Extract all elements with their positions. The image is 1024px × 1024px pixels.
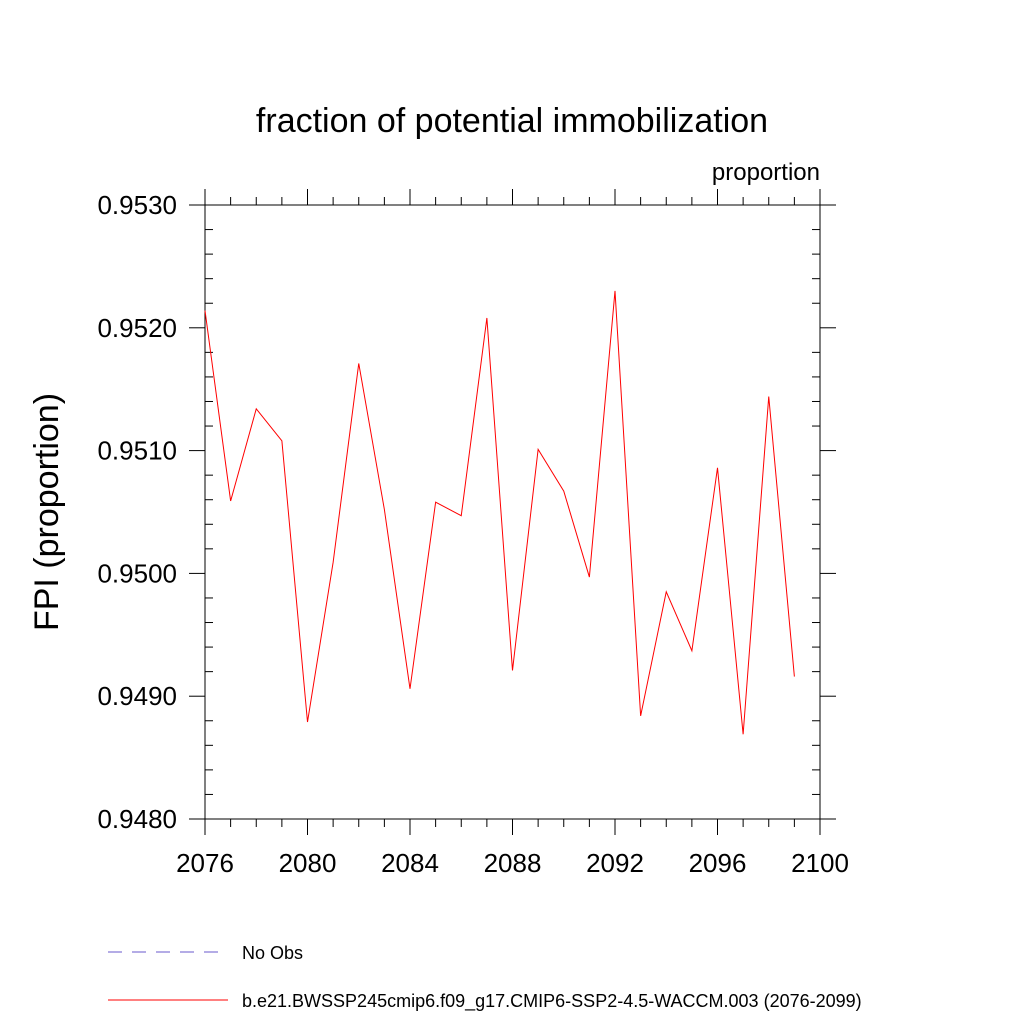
plot-frame xyxy=(204,204,821,820)
y-tick-label: 0.9500 xyxy=(97,558,177,588)
x-tick-label: 2096 xyxy=(689,848,747,878)
y-tick-label: 0.9530 xyxy=(97,190,177,220)
x-tick-label: 2084 xyxy=(381,848,439,878)
x-tick-label: 2092 xyxy=(586,848,644,878)
y-tick-label: 0.9520 xyxy=(97,313,177,343)
legend-label: No Obs xyxy=(242,943,303,963)
axis-ticks: 2076 2080 2084 2088 2092 2096 2100 0.9480 0.9490… xyxy=(97,189,849,878)
x-tick-label: 2076 xyxy=(176,848,234,878)
legend: No Obs b.e21.BWSSP245cmip6.f09_g17.CMIP6-… xyxy=(108,943,862,1012)
legend-label: b.e21.BWSSP245cmip6.f09_g17.CMIP6-SSP2-4… xyxy=(242,991,862,1012)
y-tick-label: 0.9480 xyxy=(97,804,177,834)
y-tick-label: 0.9510 xyxy=(97,436,177,466)
x-tick-label: 2088 xyxy=(484,848,542,878)
series-layer xyxy=(204,290,795,735)
series-line xyxy=(204,290,795,735)
units-label: proportion xyxy=(712,159,820,186)
x-tick-label: 2080 xyxy=(279,848,337,878)
x-tick-label: 2100 xyxy=(791,848,849,878)
chart-title: fraction of potential immobilization xyxy=(256,102,768,140)
y-tick-label: 0.9490 xyxy=(97,681,177,711)
y-axis-label: FPI (proportion) xyxy=(28,393,66,631)
